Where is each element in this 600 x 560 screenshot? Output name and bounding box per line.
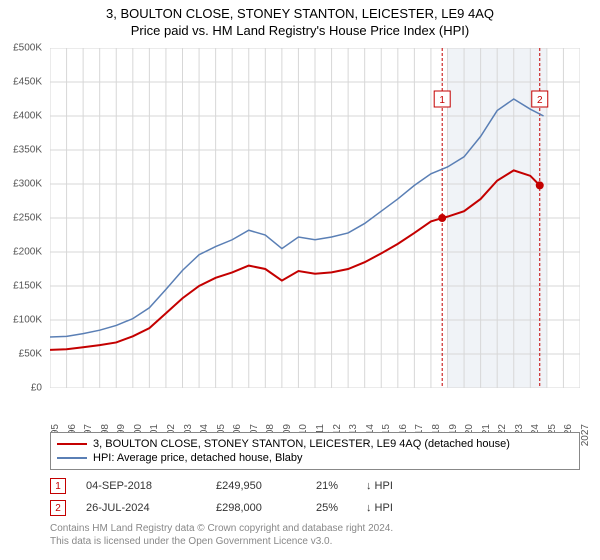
transaction-pct: 21%: [316, 480, 366, 492]
chart-plot-area: 12: [50, 48, 580, 388]
transaction-date: 26-JUL-2024: [86, 502, 216, 514]
transaction-price: £249,950: [216, 480, 316, 492]
transactions-table: 1 04-SEP-2018 £249,950 21% ↓ HPI 2 26-JU…: [50, 475, 580, 519]
transaction-hpi: ↓ HPI: [366, 502, 393, 514]
chart-subtitle: Price paid vs. HM Land Registry's House …: [0, 23, 600, 38]
chart-title: 3, BOULTON CLOSE, STONEY STANTON, LEICES…: [0, 6, 600, 21]
legend-swatch-blue: [57, 457, 87, 459]
badge-number: 2: [537, 95, 543, 106]
x-axis-labels: 1995199619971998199920002001200220032004…: [50, 392, 580, 432]
y-tick-label: £150K: [13, 281, 42, 292]
legend-row-blue: HPI: Average price, detached house, Blab…: [57, 451, 573, 465]
y-tick-label: £50K: [19, 349, 42, 360]
title-block: 3, BOULTON CLOSE, STONEY STANTON, LEICES…: [0, 0, 600, 38]
y-tick-label: £200K: [13, 247, 42, 258]
legend-row-red: 3, BOULTON CLOSE, STONEY STANTON, LEICES…: [57, 437, 573, 451]
y-tick-label: £400K: [13, 111, 42, 122]
footer-line-1: Contains HM Land Registry data © Crown c…: [50, 522, 393, 535]
legend-label-red: 3, BOULTON CLOSE, STONEY STANTON, LEICES…: [93, 438, 510, 450]
data-marker: [536, 181, 544, 189]
badge-number: 1: [439, 95, 445, 106]
legend-box: 3, BOULTON CLOSE, STONEY STANTON, LEICES…: [50, 432, 580, 470]
plot-svg: 12: [50, 48, 580, 388]
y-tick-label: £500K: [13, 43, 42, 54]
y-tick-label: £0: [31, 383, 42, 394]
footer-line-2: This data is licensed under the Open Gov…: [50, 535, 393, 548]
transaction-row: 2 26-JUL-2024 £298,000 25% ↓ HPI: [50, 497, 580, 519]
footer-text: Contains HM Land Registry data © Crown c…: [50, 522, 393, 548]
y-tick-label: £250K: [13, 213, 42, 224]
y-axis-labels: £0£50K£100K£150K£200K£250K£300K£350K£400…: [0, 48, 46, 388]
transaction-date: 04-SEP-2018: [86, 480, 216, 492]
data-marker: [438, 214, 446, 222]
chart-container: 3, BOULTON CLOSE, STONEY STANTON, LEICES…: [0, 0, 600, 560]
y-tick-label: £350K: [13, 145, 42, 156]
transaction-price: £298,000: [216, 502, 316, 514]
transaction-pct: 25%: [316, 502, 366, 514]
transaction-badge: 2: [50, 500, 66, 516]
y-tick-label: £100K: [13, 315, 42, 326]
transaction-badge: 1: [50, 478, 66, 494]
x-tick-label: 2027: [580, 424, 591, 446]
transaction-row: 1 04-SEP-2018 £249,950 21% ↓ HPI: [50, 475, 580, 497]
legend-label-blue: HPI: Average price, detached house, Blab…: [93, 452, 303, 464]
y-tick-label: £300K: [13, 179, 42, 190]
transaction-hpi: ↓ HPI: [366, 480, 393, 492]
y-tick-label: £450K: [13, 77, 42, 88]
legend-swatch-red: [57, 443, 87, 445]
